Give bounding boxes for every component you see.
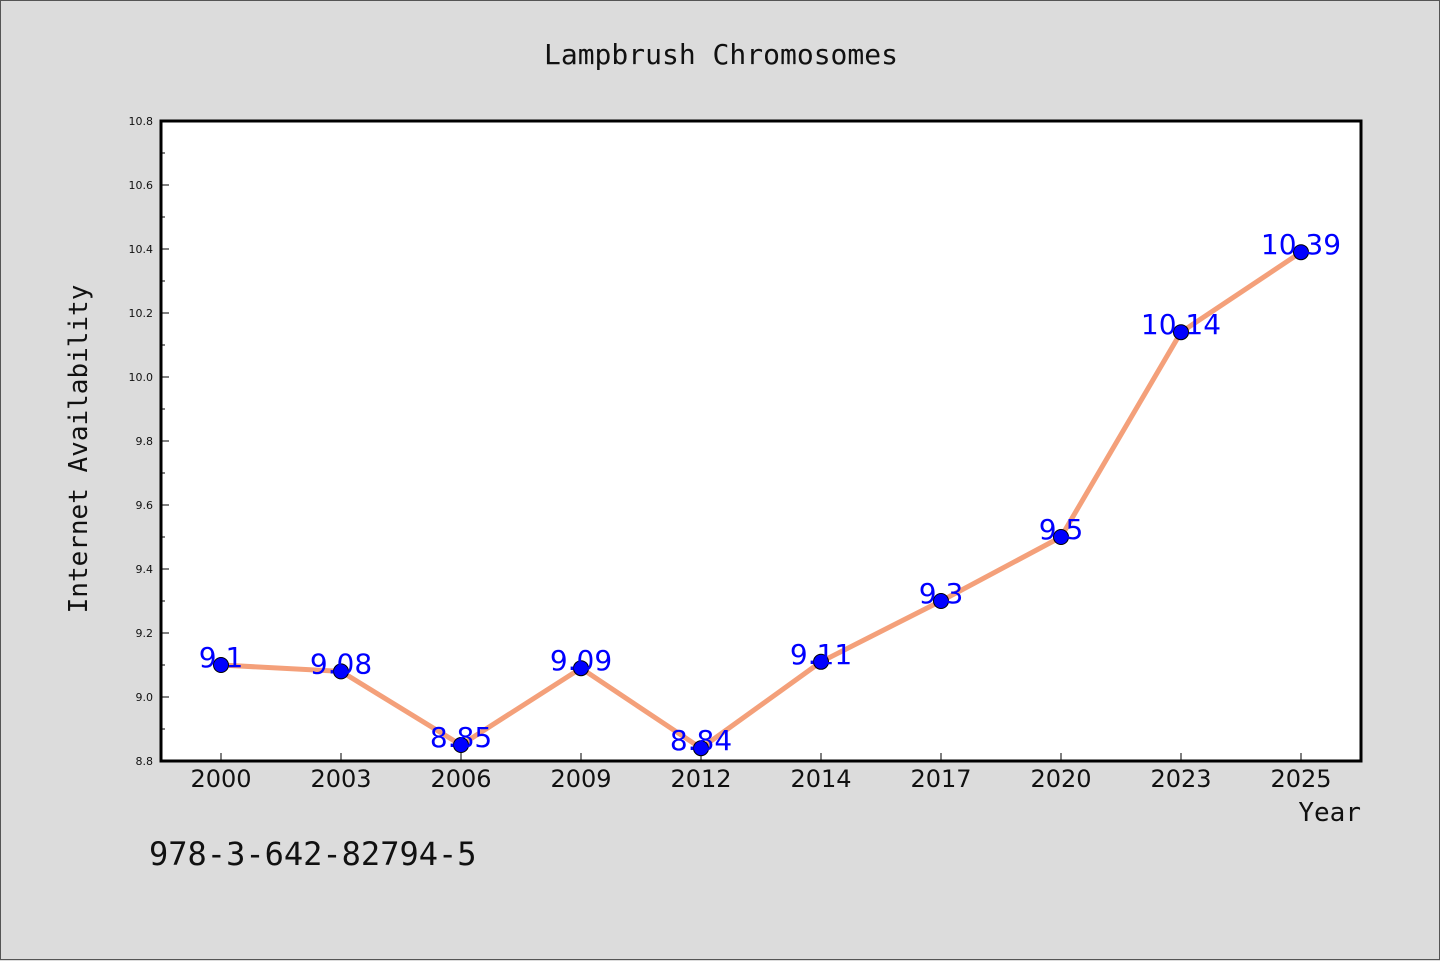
data-point — [933, 593, 949, 609]
data-label: 10.39 — [1261, 228, 1341, 261]
x-axis: 2000 2003 2006 2009 2012 2014 2017 2020 2023 2025 — [190, 753, 1332, 793]
data-point — [1293, 244, 1309, 261]
plot-area — [159, 119, 1363, 763]
y-tick-label: 9.4 — [136, 563, 154, 576]
data-point — [813, 653, 829, 670]
x-axis-label: Year — [1298, 798, 1361, 828]
y-tick-label: 9.6 — [136, 499, 154, 512]
y-tick-label: 8.8 — [136, 755, 154, 768]
chart-title: Lampbrush Chromosomes — [544, 38, 898, 71]
data-point — [693, 740, 709, 757]
data-point — [213, 657, 229, 673]
y-axis-label: Internet Availability — [64, 285, 94, 614]
isbn-footer: 978-3-642-82794-5 — [149, 835, 477, 873]
data-label: 9.5 — [1039, 513, 1084, 546]
data-label: 9.09 — [550, 644, 612, 677]
y-tick-label: 9.2 — [136, 627, 154, 640]
x-tick-label: 2023 — [1150, 765, 1211, 793]
x-tick-label: 2003 — [310, 765, 371, 793]
data-point — [453, 737, 469, 753]
data-label: 9.1 — [199, 641, 244, 674]
data-label: 8.85 — [430, 721, 492, 754]
data-label: 8.84 — [670, 724, 732, 757]
y-tick-label: 10.8 — [129, 115, 154, 128]
y-tick-label: 10.2 — [129, 307, 154, 320]
series-line — [220, 250, 1303, 751]
y-tick-label: 9.8 — [136, 435, 154, 448]
x-tick-label: 2014 — [790, 765, 851, 793]
x-tick-label: 2006 — [430, 765, 491, 793]
data-point — [1173, 324, 1189, 341]
y-tick-label: 10.6 — [129, 179, 154, 192]
data-point — [1053, 529, 1069, 545]
x-tick-label: 2025 — [1270, 765, 1331, 793]
y-tick-label: 10.4 — [129, 243, 154, 256]
data-label: 9.11 — [790, 638, 852, 671]
data-point — [333, 663, 349, 680]
data-label: 10.14 — [1141, 308, 1221, 341]
x-tick-label: 2017 — [910, 765, 971, 793]
x-tick-label: 2000 — [190, 765, 251, 793]
data-point — [573, 660, 589, 677]
x-tick-label: 2020 — [1030, 765, 1091, 793]
y-tick-label: 9.0 — [136, 691, 154, 704]
x-tick-label: 2009 — [550, 765, 611, 793]
data-label: 9.08 — [310, 647, 372, 680]
y-tick-label: 10.0 — [129, 371, 154, 384]
data-label: 9.3 — [919, 577, 964, 610]
series-group: 9.1 9.08 8.85 9.09 8.84 9.11 9.3 9.5 10.14 10.39 — [199, 228, 1341, 757]
y-axis: 8.8 9.0 9.2 9.4 9.6 9.8 10.0 10.2 10.4 10.6 10.8 — [129, 115, 169, 768]
x-tick-label: 2012 — [670, 765, 731, 793]
